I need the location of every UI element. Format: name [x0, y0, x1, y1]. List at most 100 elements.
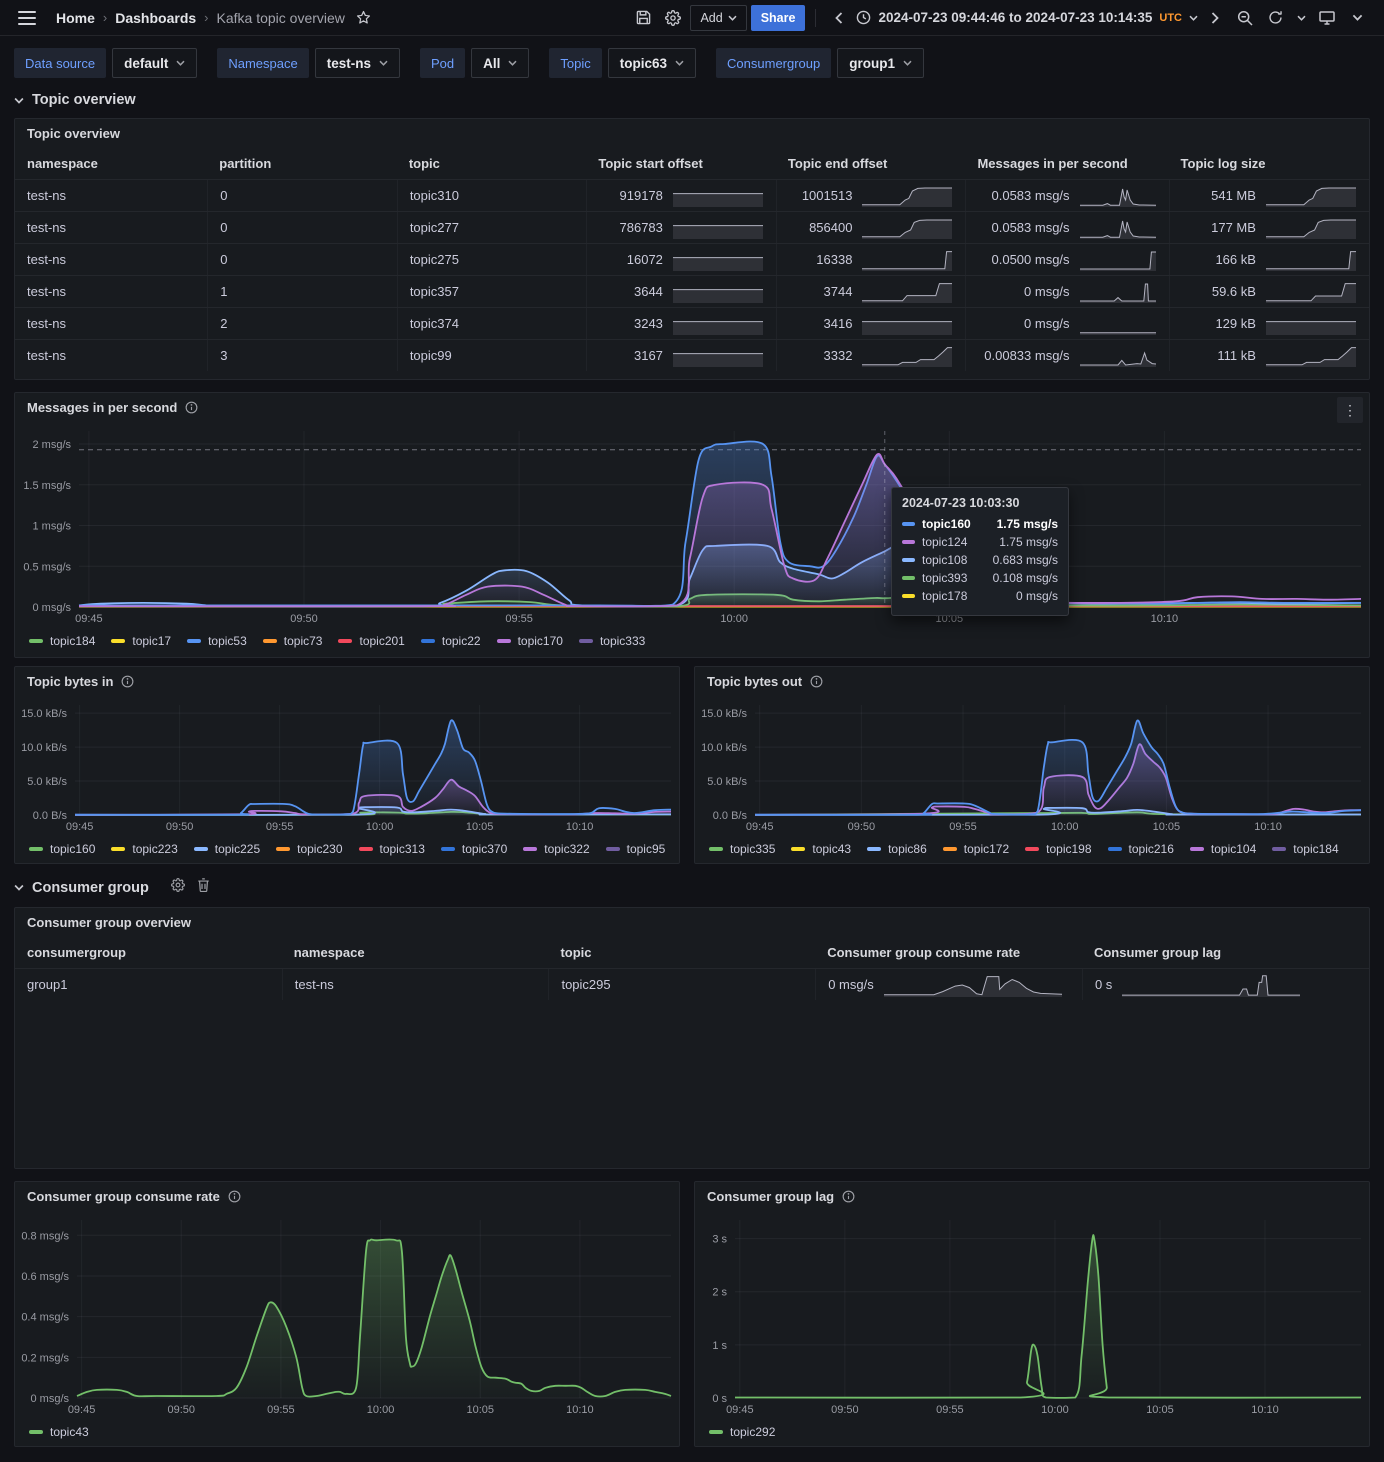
- menu-toggle-button[interactable]: [14, 5, 40, 31]
- legend-item[interactable]: topic216: [1107, 842, 1174, 856]
- legend-item[interactable]: topic370: [440, 842, 507, 856]
- svg-text:5.0 kB/s: 5.0 kB/s: [707, 776, 747, 788]
- breadcrumb-dashboards[interactable]: Dashboards: [115, 9, 197, 26]
- legend-item[interactable]: topic95: [605, 842, 665, 856]
- legend-label: topic223: [132, 841, 178, 856]
- cell-end-offset: 3744: [775, 276, 966, 307]
- row-delete-button[interactable]: [197, 878, 210, 897]
- legend-item[interactable]: topic230: [276, 842, 343, 856]
- legend-item[interactable]: topic104: [1189, 841, 1257, 856]
- legend-item[interactable]: topic53: [187, 634, 247, 648]
- column-header-partition[interactable]: partition: [219, 155, 272, 171]
- consumer-lag-chart[interactable]: 0 s 1 s 2 s 3 s 09:45 09:50 09:55 10:00 10:05 10:…: [695, 1210, 1369, 1418]
- legend-item[interactable]: topic43: [791, 842, 851, 856]
- section-consumer-group[interactable]: Consumer group: [0, 864, 1384, 907]
- namespace-select[interactable]: test-ns: [314, 48, 400, 78]
- datasource-select[interactable]: default: [112, 48, 198, 78]
- legend-item[interactable]: topic86: [867, 842, 927, 856]
- legend-item[interactable]: topic172: [942, 842, 1009, 856]
- section-topic-overview[interactable]: Topic overview: [0, 88, 1384, 118]
- time-range-picker[interactable]: 2024-07-23 09:44:46 to 2024-07-23 10:14:…: [856, 10, 1198, 25]
- refresh-interval-button[interactable]: [1292, 5, 1310, 31]
- column-header-messages-rate[interactable]: Messages in per second: [977, 155, 1128, 171]
- share-button[interactable]: Share: [750, 4, 806, 31]
- column-header-consumergroup[interactable]: consumergroup: [27, 944, 126, 960]
- tooltip-swatch: [902, 594, 915, 598]
- legend-item[interactable]: topic170: [496, 634, 563, 648]
- topic-bytes-in-chart[interactable]: 0.0 B/s 5.0 kB/s 10.0 kB/s 15.0 kB/s 09:45 09…: [15, 695, 679, 835]
- legend-swatch: [111, 638, 126, 643]
- cell-partition: 1: [207, 276, 397, 307]
- panel-menu-button[interactable]: ⋮: [1337, 397, 1363, 423]
- legend-label: topic104: [1210, 841, 1257, 856]
- breadcrumb-separator: ›: [204, 10, 209, 25]
- info-icon[interactable]: [185, 401, 198, 414]
- legend-item[interactable]: topic160: [29, 842, 95, 856]
- legend-item[interactable]: topic335: [709, 842, 775, 856]
- sparkline: [1079, 220, 1156, 239]
- legend-item[interactable]: topic184: [1272, 842, 1339, 856]
- info-icon[interactable]: [810, 675, 823, 688]
- topic-bytes-out-chart[interactable]: 0.0 B/s 5.0 kB/s 10.0 kB/s 15.0 kB/s 09:45 09…: [695, 695, 1369, 835]
- svg-text:1.5 msg/s: 1.5 msg/s: [23, 480, 71, 492]
- consume-rate-chart[interactable]: 0 msg/s 0.2 msg/s 0.4 msg/s 0.6 msg/s 0.8 ms…: [15, 1210, 679, 1418]
- tooltip-rows: topic160 1.75 msg/s topic124 1.75 msg/s topi…: [902, 517, 1058, 603]
- topic-select[interactable]: topic63: [607, 48, 697, 78]
- legend-item[interactable]: topic313: [358, 842, 425, 856]
- breadcrumb-home[interactable]: Home: [56, 9, 95, 26]
- column-header-namespace[interactable]: namespace: [27, 155, 98, 171]
- column-header-namespace[interactable]: namespace: [293, 944, 365, 960]
- add-button[interactable]: Add: [690, 4, 747, 31]
- favorite-star-button[interactable]: [353, 7, 375, 29]
- legend-item[interactable]: topic333: [578, 634, 645, 648]
- info-icon[interactable]: [228, 1190, 241, 1203]
- messages-chart[interactable]: 0 msg/s 0.5 msg/s 1 msg/s 1.5 msg/s 2 msg/s 0…: [15, 421, 1369, 627]
- sparkline: [1265, 219, 1356, 239]
- legend-item[interactable]: topic225: [193, 842, 260, 856]
- consumergroup-select[interactable]: group1: [837, 48, 924, 78]
- save-dashboard-button[interactable]: [630, 5, 656, 31]
- row-settings-button[interactable]: [170, 878, 185, 897]
- legend-label: topic322: [544, 841, 590, 856]
- chevron-down-icon: [1296, 15, 1306, 21]
- collapse-topnav-button[interactable]: [1344, 5, 1370, 31]
- legend-item[interactable]: topic223: [111, 841, 178, 856]
- legend-item[interactable]: topic201: [338, 634, 405, 648]
- column-header-log-size[interactable]: Topic log size: [1180, 155, 1266, 171]
- breadcrumb: Home › Dashboards › Kafka topic overview: [56, 7, 375, 29]
- legend-item[interactable]: topic22: [420, 634, 481, 648]
- zoom-out-time-button[interactable]: [1232, 5, 1258, 31]
- tv-mode-button[interactable]: [1314, 5, 1340, 31]
- column-header-lag[interactable]: Consumer group lag: [1093, 944, 1222, 960]
- cell-start-offset: 16072: [586, 244, 776, 275]
- legend-swatch: [29, 846, 43, 851]
- column-header-consume-rate[interactable]: Consumer group consume rate: [827, 944, 1021, 960]
- cell-topic: topic374: [396, 308, 587, 339]
- chevron-left-icon: [835, 11, 843, 24]
- chevron-down-icon: [14, 884, 24, 891]
- info-icon[interactable]: [121, 675, 134, 688]
- legend-item[interactable]: topic43: [29, 1425, 89, 1439]
- dashboard-settings-button[interactable]: [660, 5, 686, 31]
- column-header-topic[interactable]: topic: [408, 155, 440, 171]
- column-header-end-offset[interactable]: Topic end offset: [787, 155, 888, 171]
- pod-select[interactable]: All: [471, 48, 530, 78]
- column-header-topic[interactable]: topic: [560, 944, 592, 960]
- time-shift-forward-button[interactable]: [1202, 5, 1228, 31]
- legend-item[interactable]: topic198: [1025, 842, 1092, 856]
- variable-datasource: Data source default: [14, 48, 198, 78]
- legend-item[interactable]: topic17: [111, 634, 171, 648]
- time-shift-back-button[interactable]: [826, 5, 852, 31]
- legend-item[interactable]: topic322: [523, 841, 590, 856]
- legend-item[interactable]: topic292: [709, 1425, 775, 1439]
- panel-consumer-group-overview: Consumer group overview consumergroup na…: [14, 907, 1370, 1169]
- table-row: test-ns 0 topic275 16072 16338 0.0500 ms…: [15, 243, 1369, 275]
- legend-item[interactable]: topic184: [29, 634, 95, 648]
- refresh-button[interactable]: [1262, 5, 1288, 31]
- info-icon[interactable]: [842, 1190, 855, 1203]
- svg-text:10:05: 10:05: [1153, 821, 1181, 833]
- legend-item[interactable]: topic73: [262, 634, 322, 648]
- tooltip-row: topic108 0.683 msg/s: [902, 553, 1058, 567]
- column-header-start-offset[interactable]: Topic start offset: [598, 155, 703, 171]
- legend-swatch: [262, 638, 277, 643]
